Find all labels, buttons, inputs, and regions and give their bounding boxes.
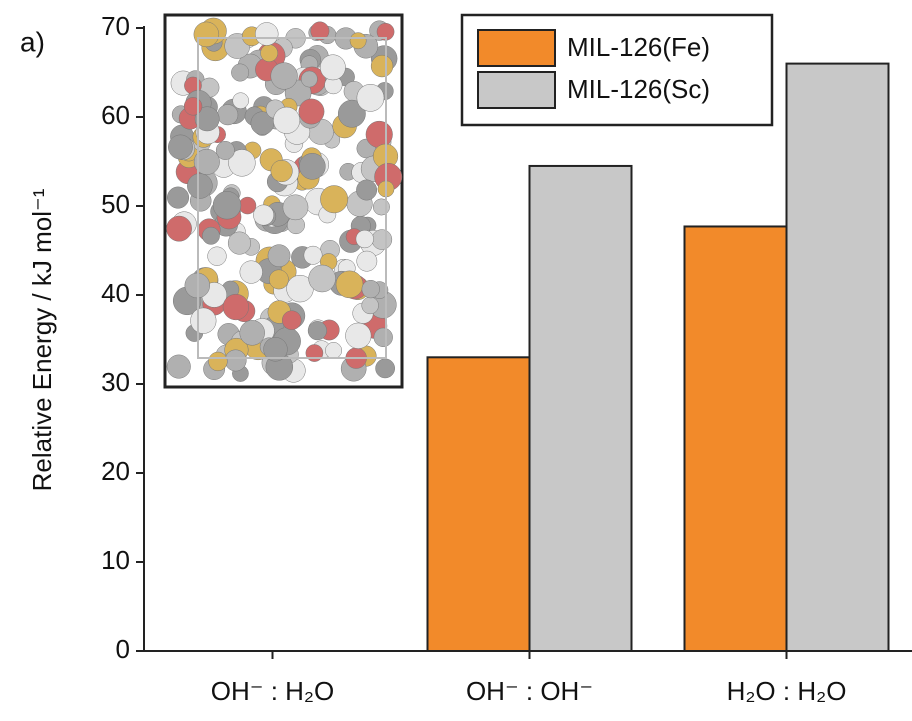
atom bbox=[357, 251, 377, 271]
page: {"chart_data": {"type": "bar", "panel_la… bbox=[0, 0, 912, 721]
atom bbox=[271, 63, 298, 90]
atom bbox=[261, 44, 278, 61]
y-tick-label: 20 bbox=[101, 456, 130, 486]
legend-swatch bbox=[478, 72, 555, 108]
atom bbox=[273, 107, 300, 134]
legend-label: MIL-126(Sc) bbox=[567, 74, 710, 104]
atom bbox=[356, 180, 376, 200]
atom bbox=[216, 141, 234, 159]
legend-swatch bbox=[478, 30, 555, 66]
atom bbox=[350, 33, 366, 49]
y-tick-label: 0 bbox=[116, 634, 130, 664]
atom bbox=[223, 294, 249, 320]
atom bbox=[190, 308, 216, 334]
atom bbox=[371, 55, 393, 77]
atom bbox=[209, 352, 228, 371]
atom bbox=[202, 227, 219, 244]
atom bbox=[213, 191, 241, 219]
atom bbox=[255, 22, 278, 45]
legend-label: MIL-126(Fe) bbox=[567, 32, 710, 62]
atom bbox=[325, 342, 341, 358]
y-tick-label: 30 bbox=[101, 367, 130, 397]
atom bbox=[309, 265, 336, 292]
bar bbox=[685, 226, 787, 651]
atom bbox=[184, 97, 202, 115]
atom bbox=[167, 355, 190, 378]
atom bbox=[299, 153, 325, 179]
x-tick-label: OH⁻ : H₂O bbox=[211, 676, 335, 706]
atom bbox=[240, 261, 263, 284]
y-tick-label: 50 bbox=[101, 189, 130, 219]
chart: a) Relative Energy / kJ mol⁻¹ 0 10 20 30 40 5… bbox=[0, 0, 912, 721]
atom bbox=[336, 271, 363, 298]
y-axis-title: Relative Energy / kJ mol⁻¹ bbox=[27, 188, 57, 491]
atom bbox=[218, 105, 238, 125]
atom bbox=[225, 350, 246, 371]
bar bbox=[428, 357, 530, 651]
atom bbox=[357, 84, 384, 111]
inset-structure bbox=[165, 15, 402, 387]
atom bbox=[268, 245, 290, 267]
atom bbox=[376, 359, 395, 378]
atom bbox=[372, 230, 392, 250]
x-tick-label: H₂O : H₂O bbox=[727, 676, 847, 706]
atom bbox=[231, 64, 248, 81]
y-tick-label: 60 bbox=[101, 100, 130, 130]
atom bbox=[167, 187, 189, 209]
atom bbox=[299, 99, 324, 124]
atom bbox=[356, 230, 374, 248]
x-tick-label: OH⁻ : OH⁻ bbox=[466, 676, 593, 706]
bar bbox=[787, 64, 889, 651]
atom bbox=[320, 55, 345, 80]
atom bbox=[320, 186, 347, 213]
atom bbox=[366, 121, 393, 148]
atom bbox=[168, 135, 192, 159]
atom bbox=[239, 197, 256, 214]
atom bbox=[228, 232, 251, 255]
y-tick-label: 70 bbox=[101, 11, 130, 41]
atom bbox=[271, 160, 293, 182]
atom bbox=[283, 195, 308, 220]
atom bbox=[208, 247, 227, 266]
atom bbox=[240, 320, 265, 345]
y-tick-label: 40 bbox=[101, 278, 130, 308]
atom bbox=[362, 297, 379, 314]
bar bbox=[530, 166, 632, 651]
panel-label: a) bbox=[20, 26, 45, 57]
atom bbox=[306, 345, 323, 362]
y-tick-label: 10 bbox=[101, 545, 130, 575]
atom bbox=[374, 328, 393, 347]
atom bbox=[308, 321, 327, 340]
atom bbox=[233, 93, 249, 109]
atom bbox=[269, 270, 288, 289]
atom bbox=[362, 280, 380, 298]
atom bbox=[282, 311, 301, 330]
atom bbox=[345, 323, 371, 349]
atom bbox=[301, 71, 317, 87]
atom bbox=[166, 216, 191, 241]
atom bbox=[253, 205, 273, 225]
atom bbox=[373, 199, 389, 215]
atom bbox=[304, 246, 322, 264]
atom bbox=[187, 173, 212, 198]
